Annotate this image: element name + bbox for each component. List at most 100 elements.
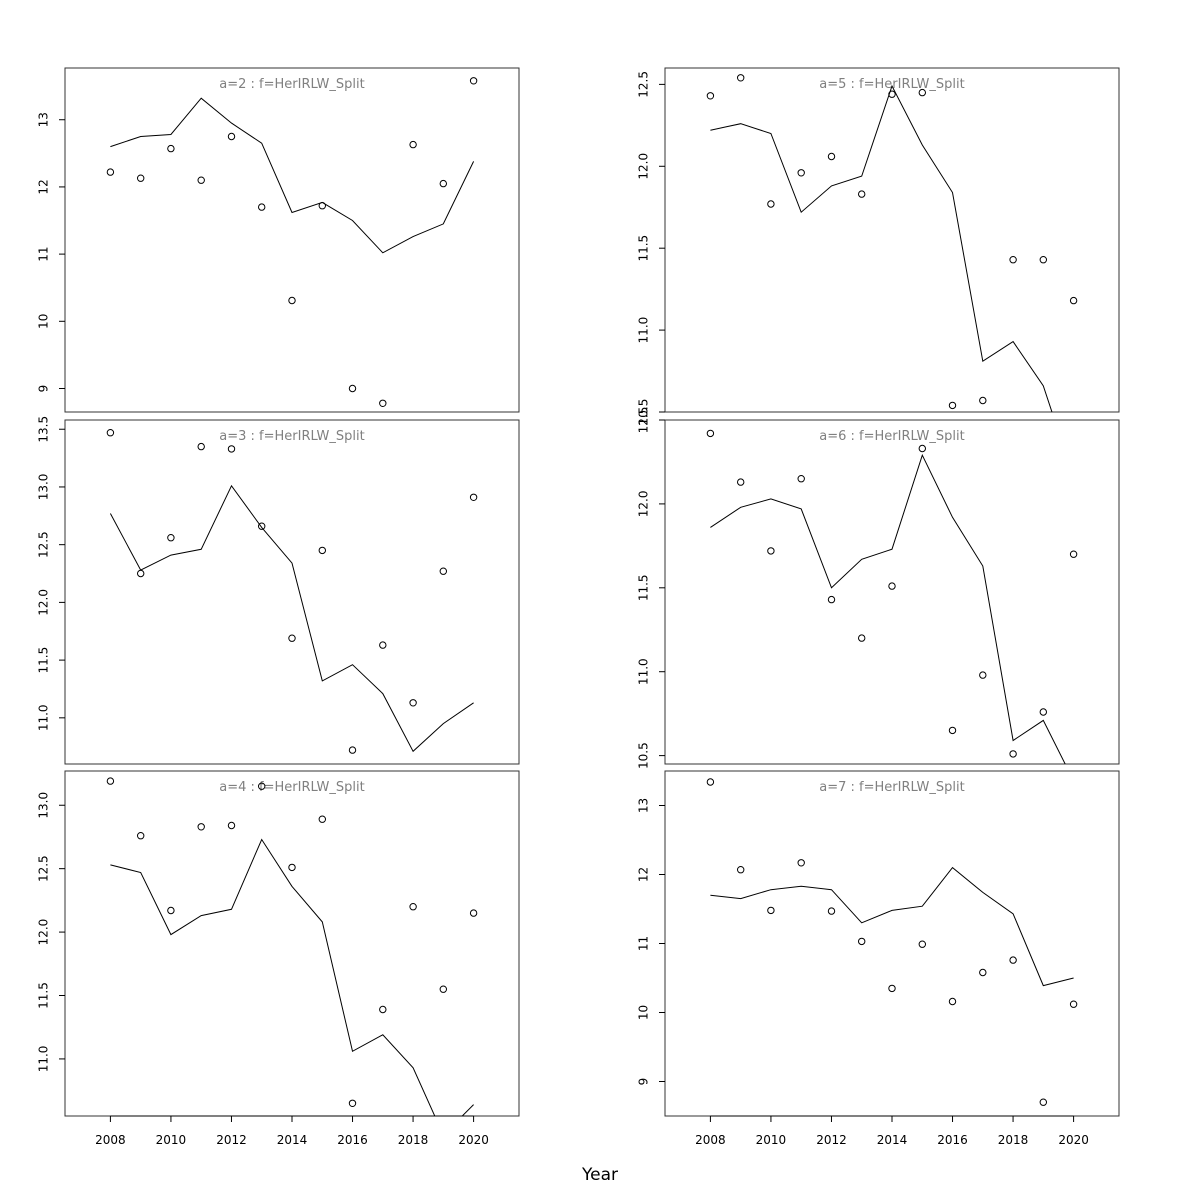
observed-point	[137, 832, 145, 840]
panel-frame	[64, 770, 520, 1117]
observed-point	[1069, 296, 1078, 305]
observed-point	[227, 821, 236, 830]
observed-point	[918, 940, 926, 948]
panels-group: a=2 : f=HerIRLW_Split 9 10 11 12 13 a=3 : f=He…	[37, 67, 1120, 1117]
x-tick-label: 2008	[95, 1133, 126, 1147]
x-tick-label: 2008	[695, 1133, 726, 1147]
panel-5: a=6 : f=HerIRLW_Split 10.5 11.0 11.5 12.0 12.…	[637, 407, 1120, 769]
panel-frame	[664, 67, 1120, 413]
y-tick-label: 12.0	[37, 919, 51, 946]
panel-title: a=7 : f=HerIRLW_Split	[819, 780, 964, 795]
x-tick-label: 2010	[756, 1133, 787, 1147]
panel-title: a=3 : f=HerIRLW_Split	[219, 429, 364, 444]
observed-point	[439, 179, 447, 188]
observed-point	[227, 445, 236, 453]
panel-title: a=6 : f=HerIRLW_Split	[819, 429, 964, 444]
y-tick-label: 9	[37, 385, 51, 393]
observed-point	[439, 567, 447, 575]
observed-point	[827, 152, 836, 161]
observed-point	[767, 200, 775, 208]
observed-point	[979, 968, 987, 977]
observed-point	[258, 522, 266, 530]
observed-point	[409, 903, 417, 911]
observed-point	[1039, 256, 1048, 264]
observed-point	[706, 92, 715, 100]
observed-point	[948, 997, 957, 1006]
observed-point	[797, 169, 805, 177]
observed-point	[106, 429, 115, 437]
panel-frame	[664, 770, 1120, 1117]
observed-point	[167, 144, 175, 153]
x-tick-label: 2016	[937, 1133, 968, 1147]
y-tick-label: 13.5	[37, 416, 51, 443]
y-tick-label: 11.0	[637, 317, 651, 344]
fitted-line	[710, 453, 1066, 764]
observed-point	[167, 534, 175, 542]
observed-point	[197, 823, 205, 831]
panel-3: a=4 : f=HerIRLW_Split 11.0 11.5 12.0 12.5 13.…	[37, 770, 520, 1117]
x-tick-label: 2016	[337, 1133, 368, 1147]
y-tick-label: 11.5	[637, 235, 651, 262]
observed-point	[918, 88, 926, 97]
observed-point	[288, 863, 296, 872]
x-tick-label: 2018	[398, 1133, 429, 1147]
observed-point	[469, 909, 478, 917]
x-tick-label: 2014	[277, 1133, 308, 1147]
fitted-line	[110, 97, 475, 254]
y-tick-label: 11.0	[37, 1046, 51, 1073]
fitted-line	[710, 866, 1074, 987]
y-tick-label: 12.5	[37, 855, 51, 882]
panel-title: a=4 : f=HerIRLW_Split	[219, 780, 364, 795]
y-tick-label: 12	[637, 867, 651, 882]
observed-point	[737, 74, 745, 82]
y-tick-label: 12.5	[637, 71, 651, 98]
observed-point	[858, 190, 866, 198]
observed-point	[167, 906, 175, 915]
observed-point	[767, 906, 775, 915]
observed-point	[348, 384, 357, 393]
x-axes-group: 2008 2010 2012 2014 2016 2018 2020 2008 2010 2012…	[95, 1115, 1089, 1147]
observed-point	[318, 202, 326, 210]
y-tick-label: 10.5	[637, 742, 651, 769]
y-tick-label: 13	[37, 112, 51, 127]
x-tick-label: 2018	[998, 1133, 1029, 1147]
observed-point	[797, 859, 805, 867]
y-tick-label: 10.5	[637, 399, 651, 426]
observed-point	[227, 132, 236, 141]
observed-point	[469, 77, 478, 85]
fitted-line	[109, 484, 474, 753]
y-tick-label: 11	[637, 936, 651, 951]
y-tick-label: 11.5	[637, 574, 651, 601]
observed-point	[469, 493, 478, 501]
observed-point	[888, 90, 896, 98]
observed-point	[197, 176, 205, 184]
y-tick-label: 11.5	[37, 647, 51, 674]
observed-point	[1069, 550, 1078, 558]
y-tick-label: 12.5	[637, 407, 651, 434]
observed-point	[979, 396, 987, 405]
observed-point	[858, 937, 866, 946]
observed-point	[737, 478, 745, 486]
x-tick-label: 2012	[216, 1133, 247, 1147]
x-tick-label: 2020	[1058, 1133, 1089, 1147]
fitted-line	[110, 838, 474, 1116]
y-tick-label: 10	[637, 1005, 651, 1020]
x-tick-label: 2012	[816, 1133, 847, 1147]
observed-point	[1039, 1098, 1048, 1106]
y-tick-label: 11.0	[37, 704, 51, 731]
y-tick-label: 12	[37, 179, 51, 194]
observed-point	[1039, 708, 1048, 716]
observed-point	[1009, 956, 1017, 964]
observed-point	[409, 699, 417, 707]
y-tick-label: 11.5	[37, 982, 51, 1009]
panel-2: a=3 : f=HerIRLW_Split 11.0 11.5 12.0 12.5 13.…	[37, 416, 520, 765]
observed-point	[948, 401, 957, 410]
x-tick-label: 2014	[877, 1133, 908, 1147]
observed-point	[106, 777, 115, 785]
observed-point	[797, 475, 805, 483]
observed-point	[318, 546, 326, 555]
observed-point	[706, 429, 715, 438]
panel-frame	[64, 67, 520, 413]
y-tick-label: 11.0	[637, 658, 651, 685]
